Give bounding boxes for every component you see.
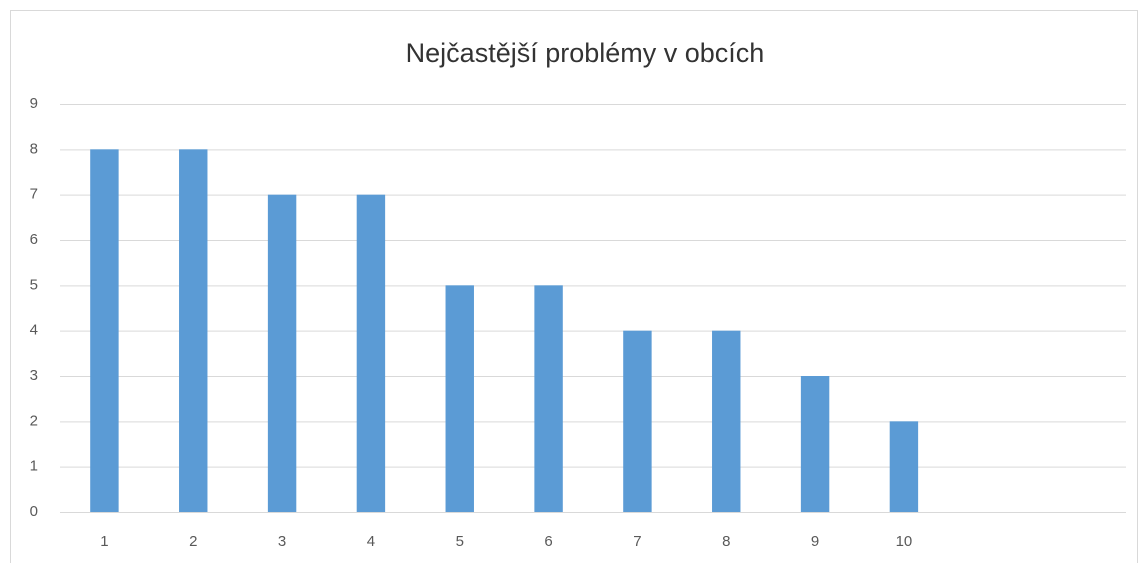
chart-title: Nejčastější problémy v obcích bbox=[406, 38, 765, 68]
y-tick-label: 0 bbox=[30, 503, 38, 520]
x-tick-label: 6 bbox=[544, 533, 552, 550]
bar bbox=[179, 149, 208, 513]
y-tick-label: 5 bbox=[30, 276, 38, 293]
x-tick-label: 10 bbox=[896, 533, 913, 550]
x-tick-label: 4 bbox=[367, 533, 375, 550]
y-tick-label: 3 bbox=[30, 367, 38, 384]
bar bbox=[534, 285, 563, 512]
bar bbox=[889, 421, 919, 512]
y-tick-label: 2 bbox=[30, 412, 38, 429]
x-tick-label: 3 bbox=[278, 533, 286, 550]
bar bbox=[623, 330, 652, 512]
y-tick-label: 8 bbox=[30, 140, 38, 157]
y-tick-label: 7 bbox=[30, 186, 38, 203]
x-tick-label: 7 bbox=[633, 533, 641, 550]
x-tick-label: 8 bbox=[722, 533, 730, 550]
x-tick-label: 2 bbox=[189, 533, 197, 550]
y-tick-label: 9 bbox=[30, 95, 38, 112]
bar bbox=[356, 194, 386, 512]
x-tick-label: 1 bbox=[100, 533, 108, 550]
bar bbox=[712, 330, 741, 512]
bar bbox=[90, 149, 119, 513]
x-tick-label: 5 bbox=[456, 533, 464, 550]
y-tick-label: 6 bbox=[30, 231, 38, 248]
x-tick-label: 9 bbox=[811, 533, 819, 550]
y-tick-label: 1 bbox=[30, 458, 38, 475]
bar bbox=[267, 194, 297, 512]
bar bbox=[445, 285, 474, 512]
bar bbox=[800, 376, 830, 512]
y-tick-label: 4 bbox=[30, 322, 38, 339]
